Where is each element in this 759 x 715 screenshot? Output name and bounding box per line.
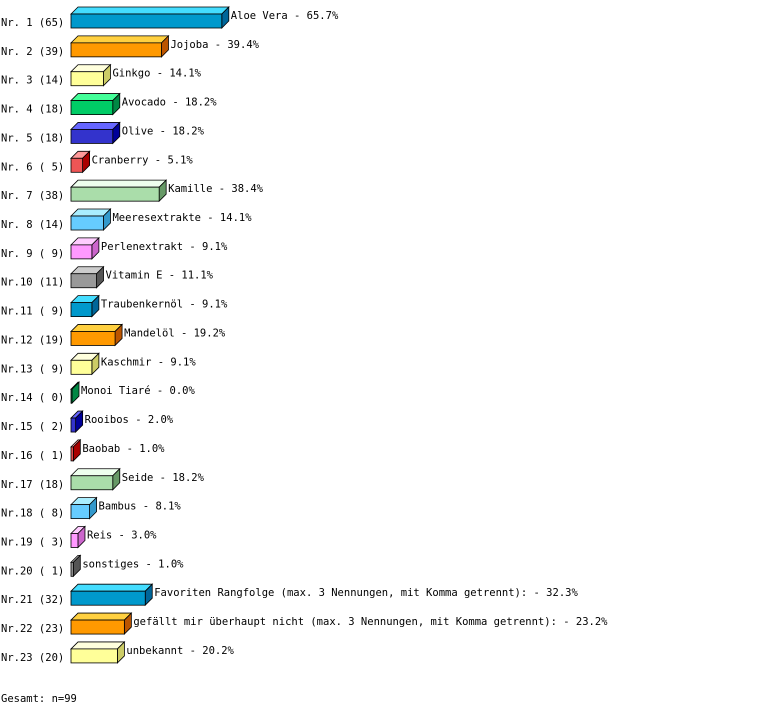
bar-label: Traubenkernöl - 9.1% [101, 299, 228, 311]
total-label: Gesamt: n=99 [1, 693, 77, 705]
bar-top [70, 612, 133, 621]
bar-label: Kaschmir - 9.1% [101, 356, 197, 368]
rank-label: Nr.22 (23) [1, 623, 64, 635]
bar-label: Mandelöl - 19.2% [124, 327, 226, 339]
bar-top [70, 6, 230, 15]
bar [70, 417, 77, 433]
rank-label: Nr.17 (18) [1, 479, 64, 491]
rank-label: Nr. 8 (14) [1, 219, 64, 231]
bar [70, 215, 104, 231]
bar-side [71, 381, 80, 405]
rank-label: Nr.14 ( 0) [1, 392, 64, 404]
bar-label: Monoi Tiaré - 0.0% [81, 385, 195, 397]
bar-top [70, 122, 121, 130]
bar-label: Meeresextrakte - 14.1% [112, 212, 252, 224]
rank-label: Nr.20 ( 1) [1, 565, 64, 577]
bar [70, 186, 160, 202]
rank-label: Nr.16 ( 1) [1, 450, 64, 462]
bar [70, 129, 114, 144]
rank-label: Nr.18 ( 8) [1, 508, 64, 520]
bar-label: Bambus - 8.1% [99, 501, 182, 513]
bar [70, 359, 93, 375]
bar [70, 648, 118, 664]
bar [70, 71, 104, 87]
rank-label: Nr.10 (11) [1, 277, 64, 289]
bar-label: Perlenextrakt - 9.1% [101, 241, 228, 253]
bar-top [70, 35, 170, 44]
bar [70, 619, 125, 635]
bar-top [70, 583, 154, 592]
rank-label: Nr.15 ( 2) [1, 421, 64, 433]
bar-label: sonstiges - 1.0% [82, 558, 184, 570]
bar-label: unbekannt - 20.2% [126, 645, 234, 657]
bar [70, 331, 116, 346]
bar [70, 388, 73, 404]
bar [70, 302, 93, 318]
bar-label: Jojoba - 39.4% [170, 39, 259, 51]
bar [70, 273, 97, 289]
bar-top [70, 468, 121, 477]
bar-top [70, 179, 168, 188]
bar-label: Rooibos - 2.0% [85, 414, 174, 426]
bar-label: Seide - 18.2% [122, 472, 205, 484]
rank-label: Nr.23 (20) [1, 652, 64, 664]
bar-top [70, 93, 121, 101]
bar-label: Baobab - 1.0% [82, 443, 165, 455]
rank-label: Nr. 5 (18) [1, 132, 64, 144]
bar [70, 533, 79, 548]
rank-label: Nr.21 (32) [1, 594, 64, 606]
rank-label: Nr.13 ( 9) [1, 363, 64, 375]
bar-top [70, 324, 124, 332]
bar [70, 13, 223, 29]
rank-label: Nr. 2 (39) [1, 46, 64, 58]
rank-label: Nr. 1 (65) [1, 17, 64, 29]
rank-label: Nr.19 ( 3) [1, 536, 64, 548]
rank-label: Nr. 9 ( 9) [1, 248, 64, 260]
bar [70, 157, 84, 173]
bar-top [70, 641, 126, 650]
bar-label: Cranberry - 5.1% [92, 154, 194, 166]
bar-label: Vitamin E - 11.1% [106, 270, 214, 282]
bar-label: Avocado - 18.2% [122, 97, 218, 109]
bar [70, 561, 74, 577]
bar-label: Kamille - 38.4% [168, 183, 264, 195]
bar [70, 504, 90, 520]
bar [70, 475, 114, 491]
rank-label: Nr.12 (19) [1, 334, 64, 346]
bar [70, 244, 93, 260]
bar-label: Aloe Vera - 65.7% [231, 10, 339, 22]
rank-label: Nr. 4 (18) [1, 104, 64, 116]
rank-label: Nr. 6 ( 5) [1, 161, 64, 173]
bar [70, 42, 162, 58]
bar-label: gefällt mir überhaupt nicht (max. 3 Nenn… [133, 616, 608, 628]
bar [70, 590, 146, 606]
bar-label: Ginkgo - 14.1% [112, 68, 201, 80]
bar [70, 100, 114, 115]
rank-label: Nr. 7 (38) [1, 190, 64, 202]
bar [70, 446, 74, 462]
bar-label: Reis - 3.0% [87, 529, 157, 541]
bar-label: Olive - 18.2% [122, 125, 205, 137]
rank-label: Nr. 3 (14) [1, 75, 64, 87]
bar-label: Favoriten Rangfolge (max. 3 Nennungen, m… [154, 587, 578, 599]
rank-label: Nr.11 ( 9) [1, 306, 64, 318]
